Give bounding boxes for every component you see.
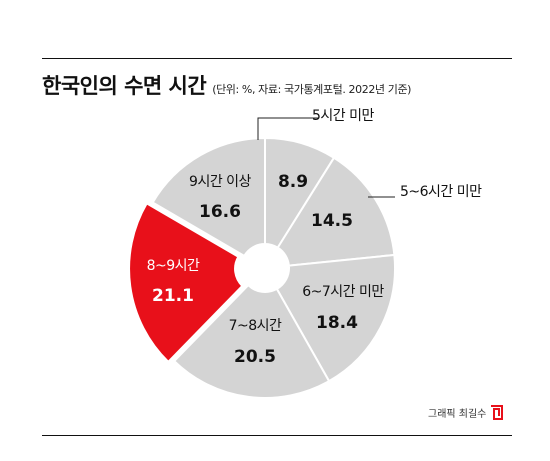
slice-label-1: 5시간 미만 [312, 108, 374, 124]
slice-value-4: 20.5 [234, 347, 276, 367]
slice-label-6: 9시간 이상 [189, 174, 251, 190]
bottom-rule [42, 435, 512, 436]
chart-title: 한국인의 수면 시간 [42, 74, 207, 98]
slice-label-2: 5~6시간 미만 [400, 184, 482, 200]
pie-slice-6 [151, 136, 266, 258]
slice-value-5: 21.1 [152, 286, 194, 306]
pie-slice-3 [275, 253, 396, 383]
pie-slice-4 [172, 283, 331, 399]
slice-value-1: 8.9 [278, 172, 308, 192]
pie-slice-5 [128, 201, 244, 364]
slice-value-6: 16.6 [199, 202, 241, 222]
slice-value-3: 18.4 [316, 313, 358, 333]
pie-slice-2 [276, 156, 396, 267]
slice-value-2: 14.5 [311, 211, 353, 231]
chart-subtitle: (단위: %, 자료: 국가통계포털. 2022년 기준) [212, 83, 412, 96]
slice-label-3: 6~7시간 미만 [302, 284, 384, 300]
slice-label-5: 8~9시간 [147, 258, 200, 274]
leader-line-1 [257, 117, 318, 140]
top-rule [42, 58, 512, 59]
credit-text: 그래픽 최길수 [428, 409, 487, 420]
slice-label-4: 7~8시간 [229, 318, 282, 334]
publisher-logo-icon [491, 405, 504, 420]
credit-block: 그래픽 최길수 [428, 405, 504, 420]
title-block: 한국인의 수면 시간 (단위: %, 자료: 국가통계포털. 2022년 기준) [42, 70, 411, 100]
